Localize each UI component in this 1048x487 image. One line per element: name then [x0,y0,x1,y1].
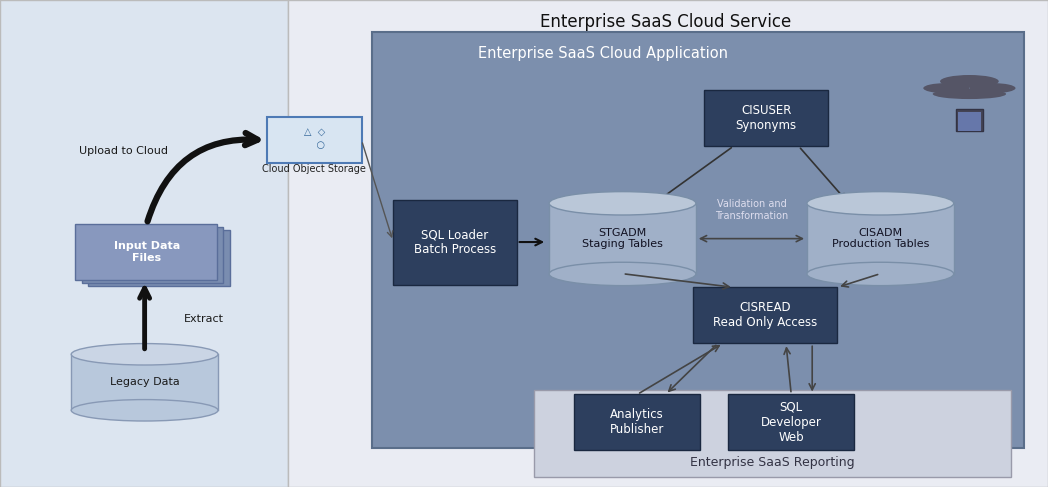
Bar [807,204,954,274]
Bar [958,112,981,131]
Ellipse shape [71,399,218,421]
Text: SQL Loader
Batch Process: SQL Loader Batch Process [414,228,496,256]
Text: Validation and
Transformation: Validation and Transformation [715,200,788,221]
Bar [728,394,854,450]
Ellipse shape [807,191,954,215]
Ellipse shape [969,83,1016,93]
Bar [393,200,517,285]
Ellipse shape [549,262,696,285]
Bar [0,0,288,487]
Text: STGADM
Staging Tables: STGADM Staging Tables [582,228,663,249]
Ellipse shape [549,191,696,215]
Bar [704,90,828,146]
Ellipse shape [71,344,218,365]
Text: Extract: Extract [183,314,223,324]
Ellipse shape [933,89,1006,99]
Text: CISREAD
Read Only Access: CISREAD Read Only Access [713,301,817,329]
Bar [71,355,218,410]
Text: Legacy Data: Legacy Data [110,377,179,387]
Bar [693,287,837,343]
Text: CISADM
Production Tables: CISADM Production Tables [832,228,929,249]
Text: Input Data
Files: Input Data Files [113,241,180,262]
Bar [82,227,223,283]
Text: Analytics
Publisher: Analytics Publisher [610,408,664,436]
Bar [88,230,230,286]
Bar [956,109,983,131]
Bar [534,390,1011,477]
Bar [574,394,700,450]
Ellipse shape [807,262,954,285]
Text: Enterprise SaaS Cloud Service: Enterprise SaaS Cloud Service [540,13,791,31]
Bar [549,204,696,274]
Text: △  ◇
    ○: △ ◇ ○ [304,128,325,150]
Bar [372,32,1024,448]
Ellipse shape [940,75,999,88]
Text: Enterprise SaaS Cloud Application: Enterprise SaaS Cloud Application [478,46,727,61]
Bar [267,117,362,163]
Text: Cloud Object Storage: Cloud Object Storage [262,165,367,174]
Text: Enterprise SaaS Reporting: Enterprise SaaS Reporting [690,456,855,469]
Bar [288,0,1048,487]
Bar [75,224,217,280]
Ellipse shape [923,83,969,93]
Text: Upload to Cloud: Upload to Cloud [79,146,168,156]
Text: CISUSER
Synonyms: CISUSER Synonyms [736,104,796,132]
Text: SQL
Developer
Web: SQL Developer Web [761,401,822,444]
